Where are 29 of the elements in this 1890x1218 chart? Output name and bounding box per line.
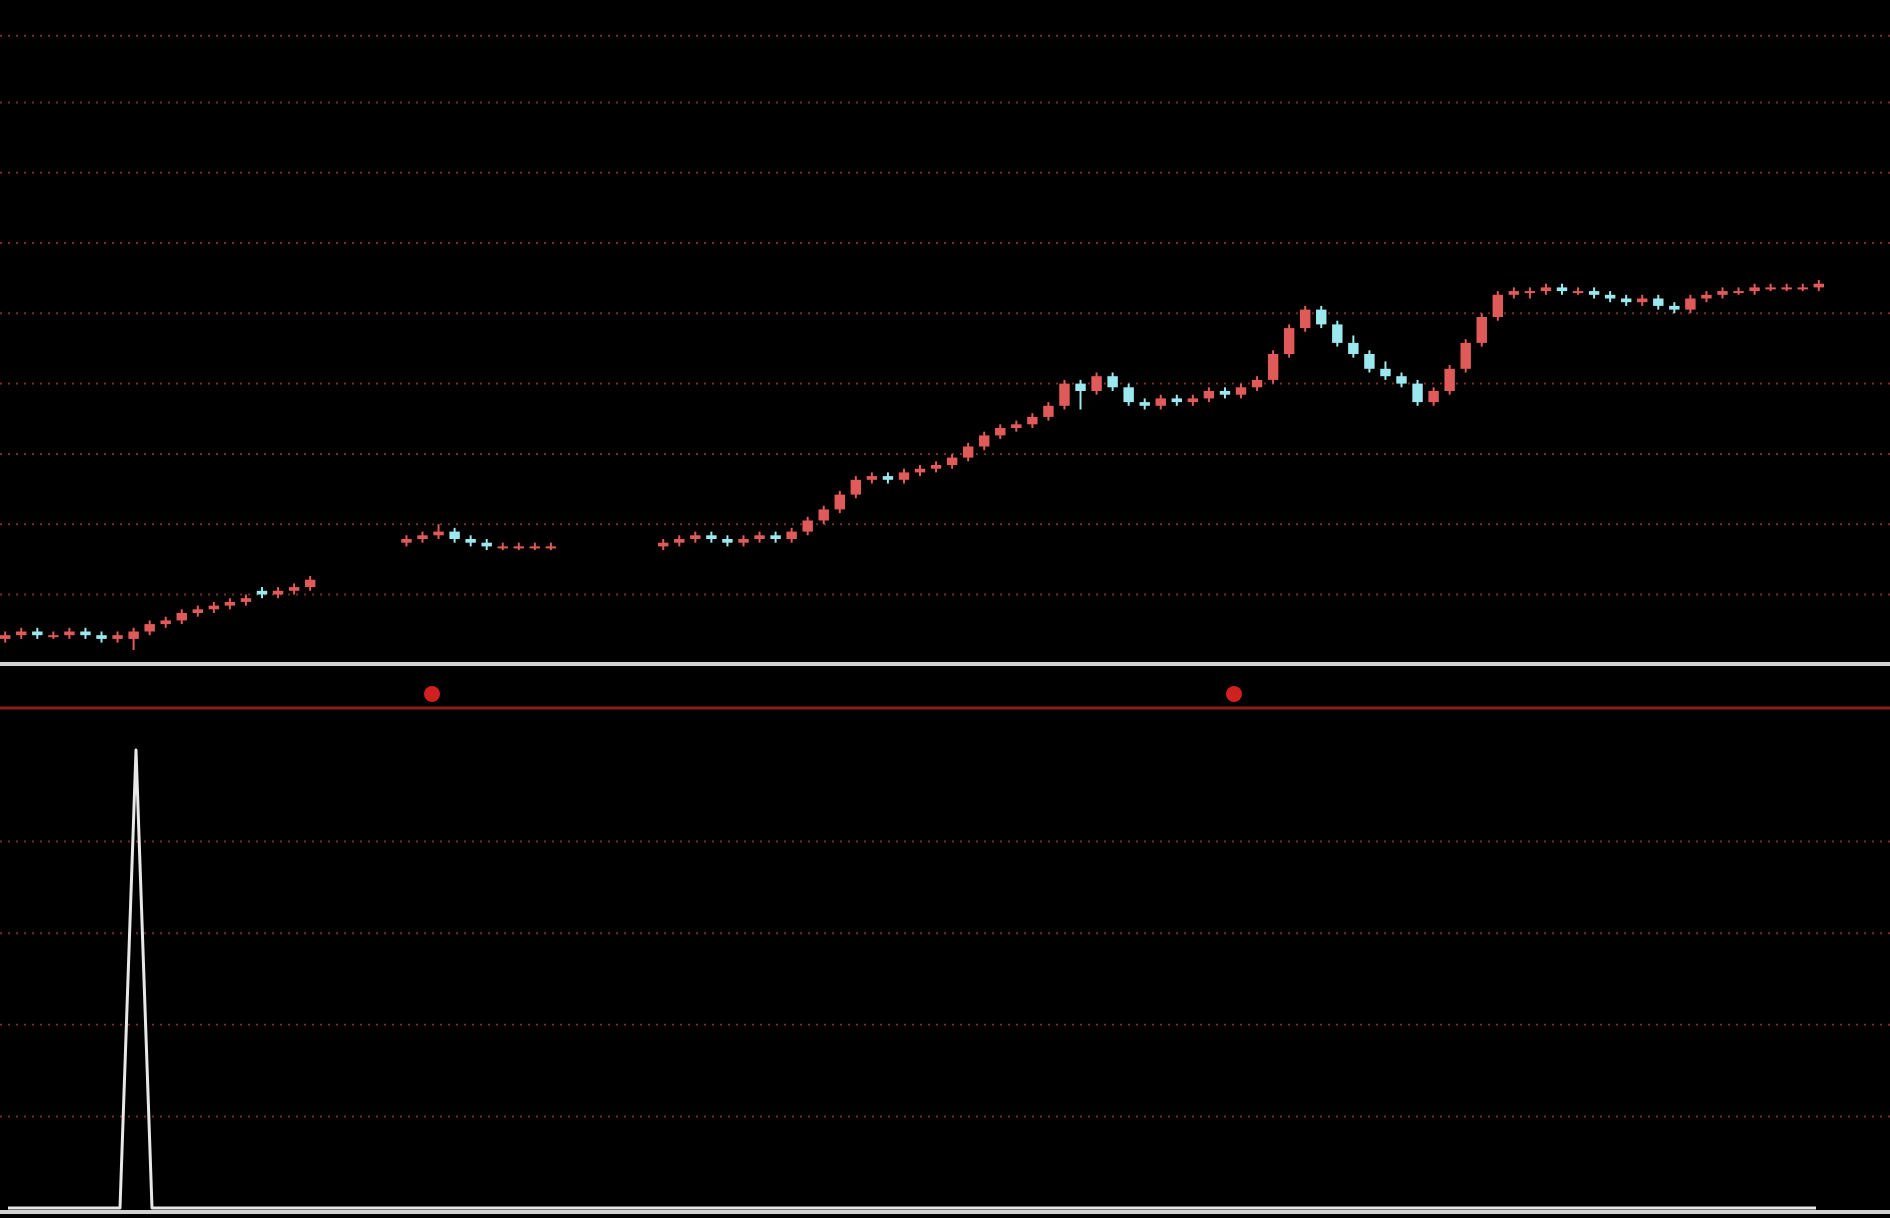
- candlestick: [1316, 304, 1327, 330]
- candlestick: [1460, 338, 1471, 374]
- candlestick: [1299, 304, 1311, 333]
- candlestick: [962, 441, 974, 463]
- candlestick: [1091, 371, 1102, 396]
- candlestick: [1476, 312, 1487, 348]
- candlestick: [1685, 293, 1696, 315]
- candlestick: [1283, 323, 1295, 359]
- candlestick: [802, 515, 813, 537]
- candlestick: [850, 475, 862, 500]
- candlestick: [1123, 382, 1134, 407]
- candlestick: [1380, 360, 1391, 381]
- candlestick: [1075, 378, 1086, 411]
- candlestick: [1492, 290, 1504, 322]
- candlestick: [979, 430, 990, 452]
- candlestick: [128, 626, 139, 651]
- candlestick: [1524, 286, 1536, 300]
- candlestick: [1444, 364, 1455, 396]
- candlestick: [1428, 386, 1439, 407]
- candlestick: [818, 504, 829, 526]
- candlestick: [1267, 349, 1279, 385]
- candlestick: [1059, 378, 1070, 411]
- candlestick: [1348, 334, 1359, 359]
- candlestick: [1107, 371, 1118, 392]
- candlestick: [834, 489, 845, 515]
- candlestick: [1043, 401, 1054, 422]
- candlestick: [1412, 378, 1423, 407]
- candlestick: [1332, 319, 1343, 348]
- candlestick: [1364, 349, 1375, 374]
